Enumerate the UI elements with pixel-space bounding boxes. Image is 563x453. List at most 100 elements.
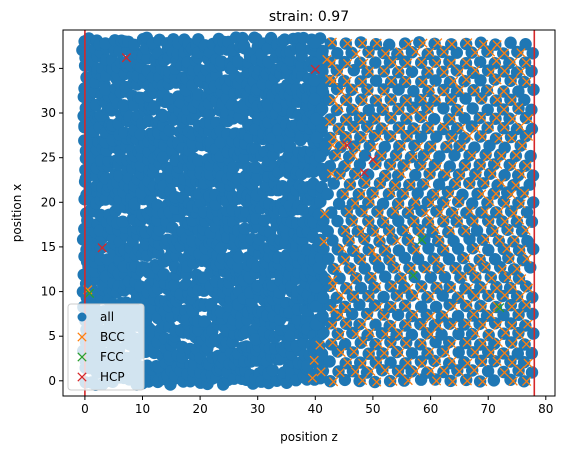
bcc-point <box>319 209 330 219</box>
all-point <box>369 338 382 351</box>
bcc-point <box>492 283 502 293</box>
bcc-point <box>335 170 346 181</box>
bcc-point <box>372 377 382 387</box>
bcc-point <box>309 355 319 365</box>
bcc-point <box>496 151 507 161</box>
bcc-point <box>340 189 350 199</box>
bcc-point <box>468 264 478 274</box>
all-point <box>465 327 479 341</box>
all-point <box>377 290 390 304</box>
bcc-point <box>372 253 382 263</box>
all-point <box>203 106 216 120</box>
bcc-point <box>439 86 449 96</box>
bcc-point <box>514 215 525 225</box>
bcc-point <box>364 86 374 96</box>
bcc-point <box>401 225 412 235</box>
bcc-point <box>462 318 473 329</box>
all-point <box>336 188 349 201</box>
bcc-point <box>349 347 359 357</box>
bcc-point <box>410 291 420 301</box>
all-point <box>468 141 481 154</box>
bcc-point <box>441 347 451 357</box>
bcc-point <box>424 47 435 58</box>
bcc-point <box>328 377 339 387</box>
bcc-point <box>471 123 481 134</box>
all-point <box>198 315 211 328</box>
all-point <box>454 271 467 284</box>
all-point <box>474 338 487 351</box>
all-point <box>414 130 428 143</box>
bcc-point <box>471 291 481 301</box>
bcc-point <box>334 124 345 134</box>
all-point <box>368 299 382 312</box>
all-point <box>411 187 424 200</box>
bcc-point <box>371 114 382 124</box>
bcc-point <box>447 113 457 124</box>
all-point <box>383 38 396 51</box>
y-axis-label: position x <box>10 184 24 242</box>
all-point <box>504 317 518 330</box>
bcc-point <box>523 358 533 368</box>
all-point <box>309 280 323 294</box>
all-point <box>421 121 434 135</box>
bcc-point <box>504 225 514 235</box>
bcc-point <box>416 57 427 67</box>
all-point <box>504 36 517 49</box>
all-point <box>504 93 517 107</box>
all-point <box>518 159 532 172</box>
all-point <box>404 150 418 164</box>
bcc-point <box>337 243 347 254</box>
bcc-point <box>402 58 413 68</box>
all-point <box>510 290 524 303</box>
bcc-point <box>409 216 420 226</box>
all-point <box>340 282 353 295</box>
legend-marker-all <box>77 312 87 322</box>
bcc-point <box>476 254 486 264</box>
bcc-point <box>516 48 526 58</box>
bcc-point <box>424 104 435 114</box>
bcc-point <box>499 48 509 58</box>
bcc-point <box>392 236 402 246</box>
all-point <box>368 375 382 389</box>
all-point <box>338 160 351 173</box>
all-point <box>408 139 421 152</box>
all-point <box>489 132 503 145</box>
all-point <box>354 75 367 88</box>
bcc-point <box>484 122 495 132</box>
all-point <box>310 318 323 331</box>
all-point <box>128 38 141 51</box>
hcp-point <box>121 53 132 63</box>
all-point <box>392 244 406 257</box>
bcc-point <box>470 47 481 58</box>
bcc-point <box>433 281 443 291</box>
all-point <box>353 318 366 331</box>
bcc-point <box>507 301 517 312</box>
bcc-point <box>340 255 351 265</box>
bcc-point <box>462 337 472 348</box>
legend-marker-bcc <box>77 332 87 342</box>
all-point <box>358 149 372 162</box>
bcc-point <box>523 131 534 141</box>
bcc-point <box>514 103 524 113</box>
bcc-point <box>492 95 503 105</box>
all-point <box>354 131 367 144</box>
bcc-point <box>411 105 421 115</box>
all-point <box>116 215 129 228</box>
bcc-point <box>478 376 488 387</box>
bcc-point <box>367 246 377 256</box>
bcc-point <box>351 245 361 255</box>
bcc-point <box>509 208 519 218</box>
bcc-point <box>485 217 495 227</box>
all-point <box>457 225 471 238</box>
bcc-point <box>325 117 335 127</box>
bcc-point <box>511 150 522 160</box>
hcp-point <box>342 140 352 150</box>
bcc-point <box>515 330 525 340</box>
bcc-point <box>396 141 407 151</box>
all-point <box>346 365 360 378</box>
all-point <box>488 355 501 368</box>
bcc-point <box>327 37 337 47</box>
bcc-point <box>360 207 370 218</box>
bcc-point <box>432 58 442 69</box>
bcc-point <box>447 339 457 349</box>
